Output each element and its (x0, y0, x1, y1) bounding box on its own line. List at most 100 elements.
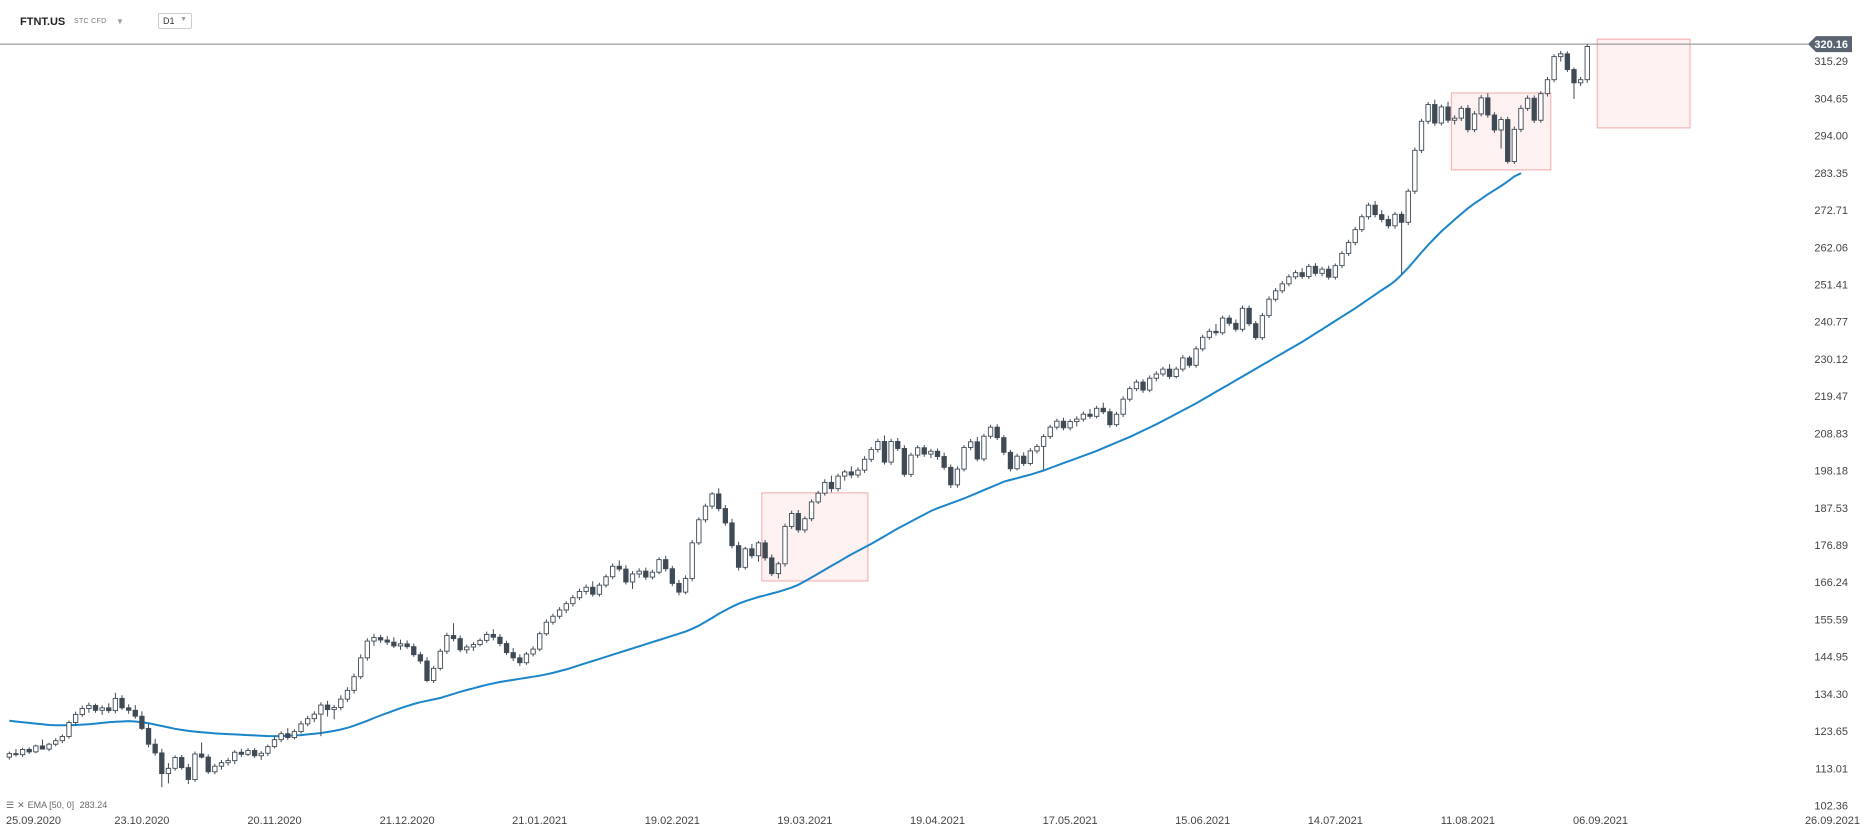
candle-body (1345, 242, 1352, 254)
candle-body (1213, 330, 1219, 334)
candle-body (1312, 265, 1319, 274)
candle-body (1153, 373, 1159, 379)
indicator-legend[interactable]: ☰ ✕ EMA [50, 0] 283.24 (6, 800, 110, 811)
candle-body (782, 525, 788, 565)
candle-body (404, 643, 410, 648)
candle-body (1584, 46, 1590, 81)
y-tick-label: 198.18 (1814, 466, 1848, 478)
highlight-box (1596, 38, 1691, 129)
y-tick-label: 134.30 (1814, 689, 1848, 701)
candle-body (6, 753, 12, 758)
candle-body (775, 563, 782, 575)
candle-body (1385, 219, 1392, 227)
y-tick-label: 219.47 (1814, 391, 1848, 403)
candle-body (358, 657, 364, 678)
candle-body (1093, 407, 1100, 417)
candle-body (1040, 436, 1047, 447)
candle-body (1505, 119, 1511, 162)
candle-body (411, 646, 417, 656)
candle-body (954, 468, 961, 486)
x-tick-label: 25.09.2020 (6, 815, 61, 827)
candle-body (19, 748, 26, 756)
candle-body (1140, 381, 1146, 391)
candle-body (543, 621, 549, 635)
y-tick-label: 262.06 (1814, 242, 1848, 254)
y-tick-label: 176.89 (1814, 540, 1848, 552)
candle-body (1047, 426, 1053, 438)
candle-body (1538, 93, 1544, 121)
candle-body (1113, 413, 1120, 426)
candle-body (1379, 214, 1385, 220)
candle-body (583, 586, 589, 592)
candle-body (590, 586, 596, 595)
indicator-value: 283.24 (79, 800, 108, 810)
candle-body (556, 609, 563, 617)
candle-body (192, 753, 198, 780)
candle-body (212, 765, 218, 773)
candle-body (1445, 106, 1451, 121)
candle-body (815, 492, 821, 503)
candle-body (198, 753, 205, 758)
candle-body (497, 636, 503, 644)
candle-body (1412, 149, 1418, 192)
candle-body (1001, 437, 1007, 453)
y-tick-label: 294.00 (1814, 131, 1848, 143)
candle-body (1405, 190, 1411, 223)
chevron-down-icon[interactable]: ▼ (116, 17, 124, 26)
candle-body (1359, 216, 1365, 231)
candle-body (1021, 455, 1027, 464)
candle-body (1160, 368, 1166, 375)
candle-body (1100, 407, 1106, 413)
candle-body (417, 654, 424, 662)
candle-body (470, 644, 477, 648)
candle-body (822, 481, 828, 494)
candle-body (716, 493, 722, 510)
candle-body (689, 542, 695, 579)
candle-body (1392, 213, 1398, 227)
candle-body (994, 426, 1000, 439)
candle-body (278, 733, 284, 741)
candle-body (397, 643, 404, 647)
candle-body (377, 637, 384, 641)
timeframe-value: D1 (163, 16, 175, 26)
candle-body (291, 731, 298, 738)
timeframe-select[interactable]: D1 ▼ (158, 13, 192, 29)
candle-body (218, 762, 225, 767)
x-tick-label: 11.08.2021 (1441, 815, 1495, 827)
candle-body (86, 704, 92, 709)
candle-body (1485, 97, 1491, 116)
x-tick-label: 26.09.2021 (1805, 815, 1860, 827)
candle-body (981, 435, 987, 460)
candle-body (636, 570, 642, 575)
candle-body (1531, 97, 1537, 121)
candle-body (1034, 445, 1040, 452)
candle-body (53, 740, 59, 745)
candle-body (901, 448, 908, 475)
candle-body (682, 578, 689, 593)
candle-body (39, 745, 46, 750)
candle-body (1272, 290, 1279, 300)
candle-body (1226, 317, 1232, 324)
candle-body (1147, 377, 1153, 391)
candle-body (961, 446, 967, 470)
indicator-close-icon[interactable]: ✕ (17, 800, 25, 810)
symbol-label[interactable]: FTNT.US (20, 16, 66, 28)
candle-body (530, 648, 536, 655)
candle-body (1518, 107, 1524, 130)
candle-body (430, 667, 437, 682)
candle-body (437, 650, 443, 669)
candle-body (1054, 420, 1060, 428)
indicator-settings-icon[interactable]: ☰ (6, 800, 15, 810)
candle-body (238, 751, 245, 755)
x-tick-label: 19.03.2021 (777, 815, 832, 827)
candle-body (1186, 357, 1193, 366)
candle-body (895, 441, 901, 449)
candle-body (1524, 97, 1531, 109)
candle-body (285, 733, 291, 738)
candle-body (1067, 421, 1073, 429)
candle-body (941, 456, 947, 468)
candle-body (808, 501, 815, 520)
current-price-tag (1808, 36, 1852, 53)
candle-body (457, 638, 463, 651)
